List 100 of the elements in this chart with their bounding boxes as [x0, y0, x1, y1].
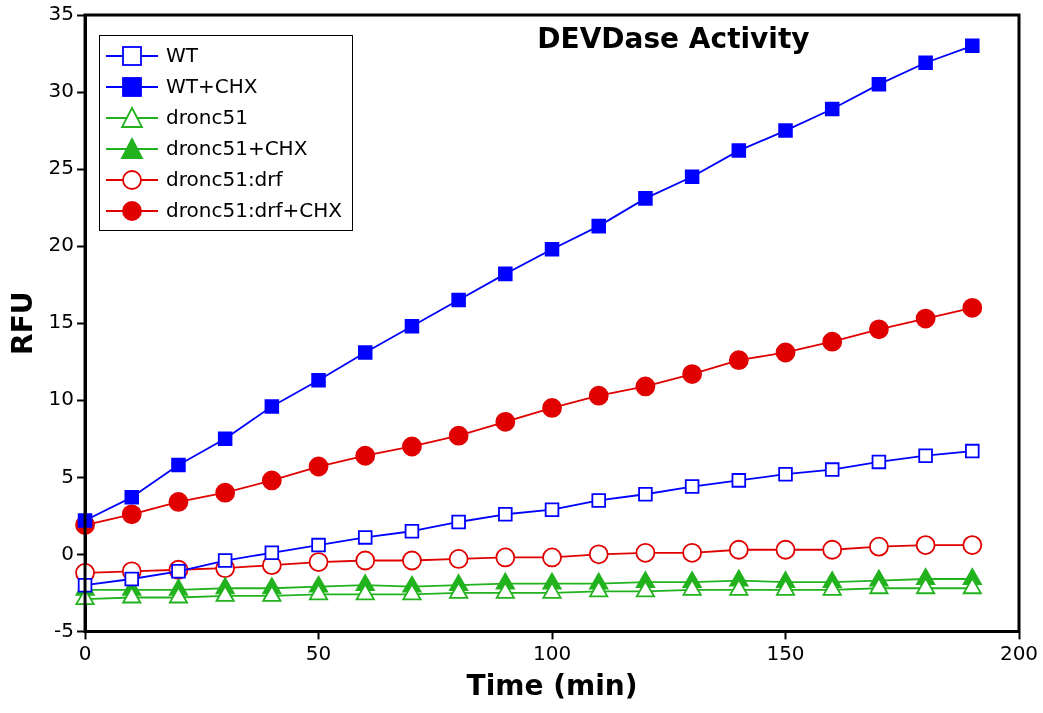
x-axis-title: Time (min) [466, 669, 638, 703]
point [168, 492, 189, 512]
point [262, 585, 282, 602]
point [451, 514, 466, 530]
point [775, 539, 796, 560]
chart-title: DEVDase Activity [537, 22, 810, 56]
y-tick-label: 25 [48, 155, 75, 180]
point [822, 578, 842, 596]
point [822, 331, 843, 352]
point [498, 266, 513, 282]
point [916, 577, 936, 595]
point [357, 345, 373, 360]
point [588, 385, 609, 406]
point [264, 545, 280, 561]
point [355, 550, 376, 571]
x-tick-label: 50 [305, 640, 332, 665]
point [965, 443, 980, 459]
point [168, 586, 189, 604]
point [215, 585, 235, 602]
point [264, 399, 280, 414]
x-tick-label: 0 [78, 640, 92, 665]
point [682, 578, 702, 596]
point [171, 457, 186, 473]
point [775, 342, 796, 363]
point [682, 542, 703, 563]
point [869, 536, 889, 557]
point [357, 530, 373, 545]
point [495, 547, 516, 568]
point [448, 425, 469, 446]
point [449, 581, 469, 599]
point [588, 544, 609, 565]
point [728, 539, 749, 560]
point [965, 38, 980, 54]
point [778, 123, 793, 138]
point [311, 372, 326, 388]
legend-label: dronc51+CHX [166, 135, 308, 162]
point [495, 581, 515, 599]
point [684, 479, 700, 494]
point [918, 448, 933, 463]
legend-label: WT+CHX [166, 73, 258, 100]
y-tick-label: 20 [48, 232, 75, 257]
point [215, 482, 236, 503]
point [871, 77, 887, 92]
x-tick-label: 150 [766, 640, 805, 665]
point [962, 535, 983, 555]
point [355, 583, 375, 601]
point [869, 577, 889, 595]
point [404, 319, 420, 334]
y-tick-label: 15 [48, 309, 75, 334]
point [451, 292, 466, 308]
point [635, 376, 656, 397]
point [871, 454, 887, 470]
point [962, 297, 983, 318]
point [402, 550, 422, 571]
point [261, 470, 282, 491]
point [869, 319, 889, 340]
legend-label: dronc51:drf [166, 166, 283, 193]
point [355, 445, 376, 466]
point [542, 547, 562, 568]
point [638, 191, 653, 206]
point [542, 581, 562, 599]
y-tick-label: 30 [48, 78, 75, 103]
legend-label: dronc51 [166, 104, 248, 131]
point [731, 473, 747, 488]
point [448, 549, 469, 569]
point [824, 101, 840, 117]
point [308, 552, 329, 572]
point [728, 350, 749, 371]
point [308, 456, 329, 477]
x-tick-label: 100 [532, 640, 572, 665]
y-tick-label: 0 [61, 540, 75, 565]
point [124, 490, 140, 505]
y-tick-label: 35 [48, 1, 75, 26]
legend-label: dronc51:drf+CHX [166, 197, 343, 224]
point [638, 486, 653, 502]
point [498, 507, 513, 522]
point [121, 504, 142, 525]
point [635, 542, 656, 563]
point [402, 583, 422, 601]
point [217, 553, 233, 568]
point [822, 539, 843, 560]
point [684, 169, 700, 185]
point [915, 308, 936, 329]
point [824, 462, 840, 477]
point [544, 241, 560, 257]
point [682, 364, 703, 384]
point [775, 578, 796, 596]
point [544, 502, 560, 517]
point [495, 411, 516, 432]
point [778, 466, 793, 482]
point [918, 55, 933, 71]
point [311, 537, 326, 553]
point [635, 580, 655, 598]
point [731, 143, 747, 158]
point [915, 535, 936, 555]
point [124, 571, 140, 587]
y-tick-label: 10 [48, 386, 75, 411]
y-tick-label: -5 [54, 617, 75, 642]
point [589, 580, 609, 598]
point [962, 577, 982, 595]
